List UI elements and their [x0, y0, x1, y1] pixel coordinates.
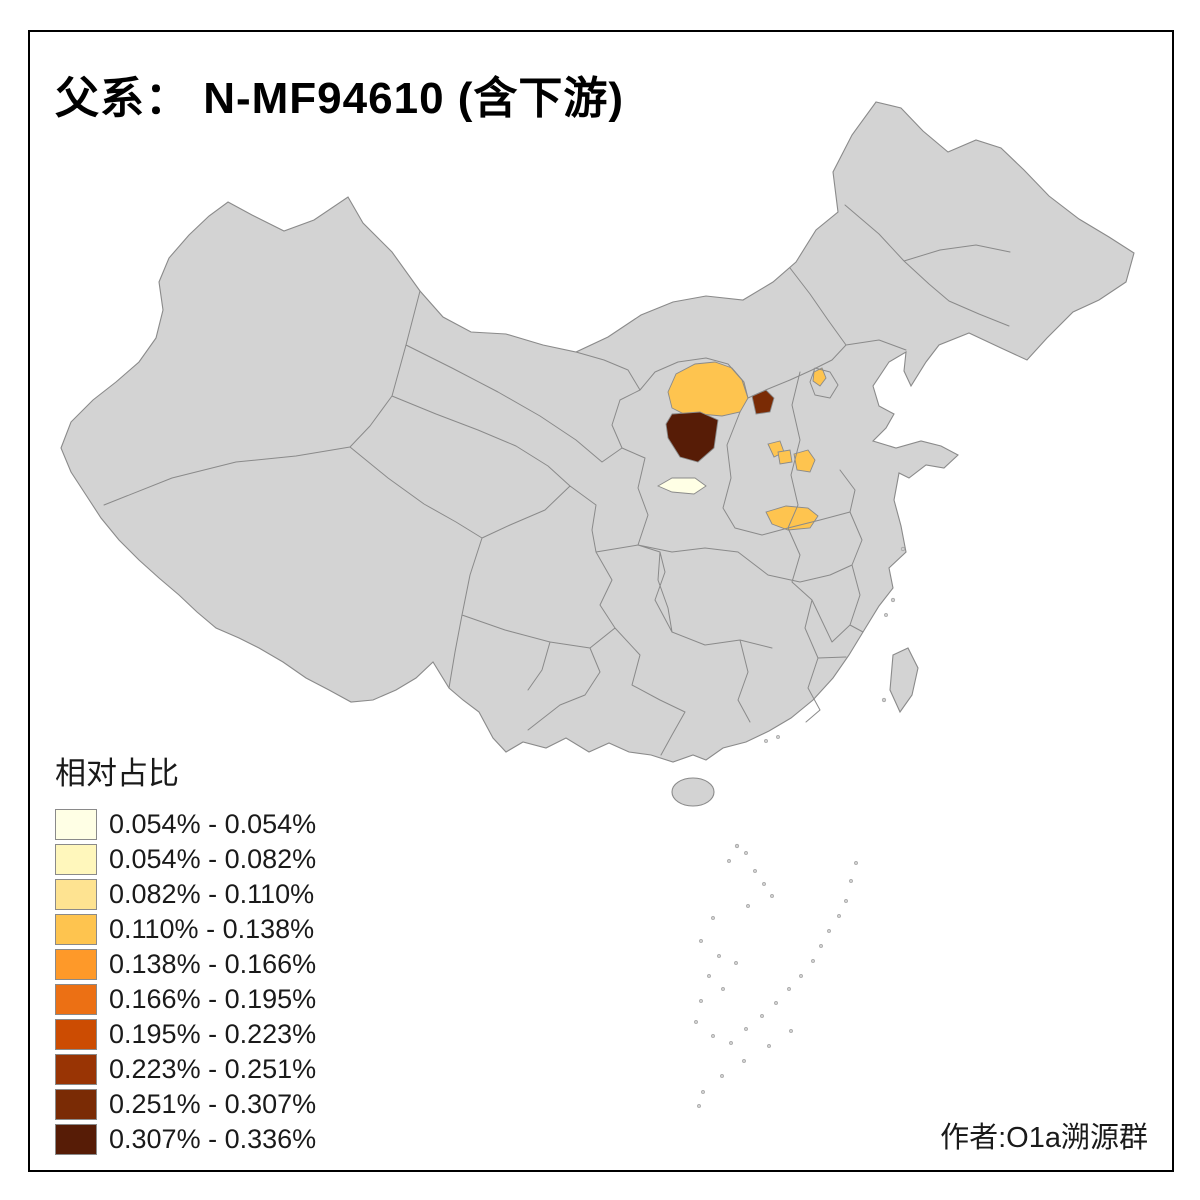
legend-item: 0.307% - 0.336% — [55, 1122, 316, 1157]
legend-label: 0.166% - 0.195% — [109, 984, 317, 1014]
legend-item: 0.110% - 0.138% — [55, 912, 316, 947]
region-beijing-area — [812, 367, 827, 387]
legend-swatch — [55, 879, 97, 910]
province-borders — [103, 204, 1011, 756]
legend-label: 0.195% - 0.223% — [109, 1019, 317, 1049]
page-title: 父系： N-MF94610 (含下游) — [55, 74, 625, 123]
legend-label: 0.054% - 0.054% — [109, 809, 317, 839]
legend-label: 0.138% - 0.166% — [109, 949, 317, 979]
sea-islands — [694, 546, 906, 1108]
legend: 相对占比 0.054% - 0.054% 0.054% - 0.082% 0.0… — [55, 748, 316, 1157]
legend-title: 相对占比 — [55, 756, 179, 791]
legend-label: 0.054% - 0.082% — [109, 844, 317, 874]
region-central-shaanxi-pale — [656, 477, 707, 495]
legend-item: 0.223% - 0.251% — [55, 1052, 316, 1087]
legend-swatch — [55, 809, 97, 840]
legend-item: 0.054% - 0.054% — [55, 807, 316, 842]
legend-label: 0.307% - 0.336% — [109, 1124, 317, 1154]
legend-swatch — [55, 1124, 97, 1155]
region-east-shanxi — [793, 449, 816, 473]
legend-label: 0.251% - 0.307% — [109, 1089, 317, 1119]
legend-swatch — [55, 1089, 97, 1120]
legend-item: 0.166% - 0.195% — [55, 982, 316, 1017]
legend-label: 0.082% - 0.110% — [109, 879, 315, 909]
attribution: 作者:O1a溯源群 — [940, 1122, 1148, 1154]
legend-swatch — [55, 914, 97, 945]
region-north-shaanxi-dark — [665, 411, 719, 463]
legend-item: 0.195% - 0.223% — [55, 1017, 316, 1052]
legend-item: 0.054% - 0.082% — [55, 842, 316, 877]
legend-item: 0.082% - 0.110% — [55, 877, 316, 912]
highlight-regions — [656, 361, 827, 531]
taiwan-island — [889, 647, 919, 714]
legend-label: 0.110% - 0.138% — [109, 914, 315, 944]
china-mainland — [60, 101, 1135, 763]
legend-item: 0.251% - 0.307% — [55, 1087, 316, 1122]
region-central-shanxi-b — [777, 449, 793, 465]
legend-swatch — [55, 949, 97, 980]
legend-item: 0.138% - 0.166% — [55, 947, 316, 982]
legend-swatch — [55, 844, 97, 875]
legend-swatch — [55, 1054, 97, 1085]
legend-swatch — [55, 984, 97, 1015]
hainan-island — [671, 777, 715, 807]
legend-swatch — [55, 1019, 97, 1050]
legend-label: 0.223% - 0.251% — [109, 1054, 317, 1084]
